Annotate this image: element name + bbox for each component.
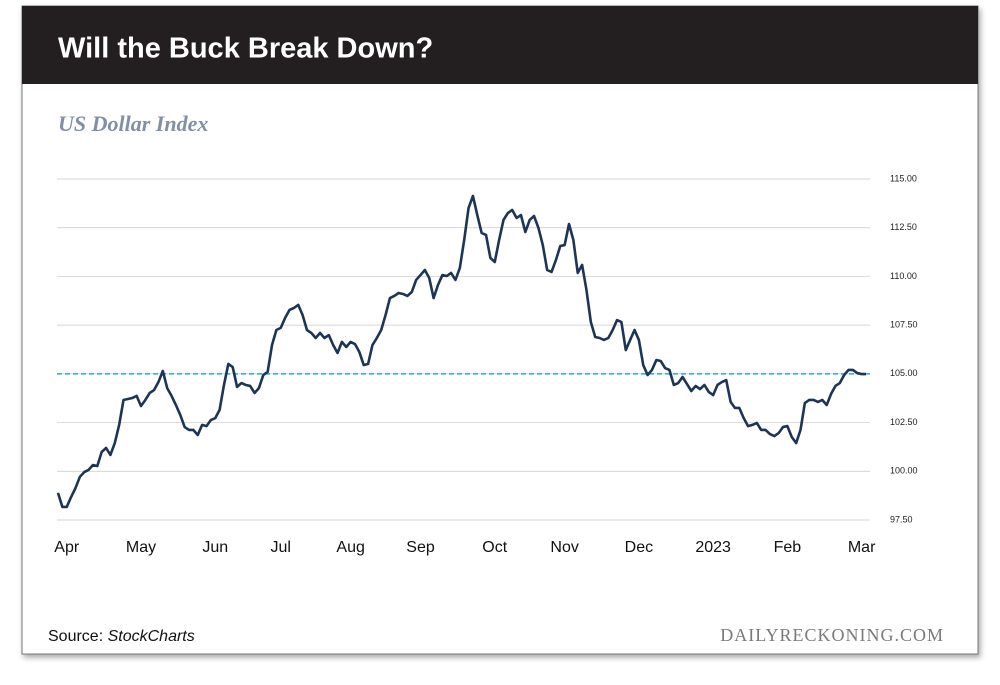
x-tick-label: Sep (406, 539, 435, 556)
y-tick-label: 105.00 (890, 368, 918, 378)
source-note: Source: StockCharts (48, 628, 195, 645)
y-tick-label: 112.50 (890, 222, 917, 232)
source-name: StockCharts (108, 628, 195, 645)
y-tick-label: 100.00 (890, 466, 918, 476)
x-tick-label: Apr (54, 539, 80, 556)
x-tick-label: Jun (202, 539, 228, 556)
data-line (56, 194, 866, 509)
chart-title: Will the Buck Break Down? (58, 33, 433, 65)
y-tick-label: 115.00 (890, 173, 917, 183)
x-tick-label: Nov (550, 539, 578, 556)
x-tick-label: Jul (271, 539, 291, 556)
chart-subtitle: US Dollar Index (58, 111, 208, 136)
y-tick-label: 102.50 (890, 417, 918, 427)
x-tick-label: Oct (482, 539, 507, 556)
x-tick-label: Feb (774, 539, 802, 556)
watermark: DAILYRECKONING.COM (720, 625, 944, 645)
x-tick-label: Aug (336, 539, 364, 556)
y-tick-label: 107.50 (890, 320, 918, 330)
y-tick-label: 110.00 (890, 271, 917, 281)
x-tick-label: Dec (625, 539, 653, 556)
x-tick-label: Mar (848, 539, 876, 556)
card-frame (21, 5, 979, 655)
source-prefix: Source: (48, 628, 103, 645)
plot-area: 97.50 100.00 102.50 105.00 107.50 110.00 112.5… (54, 173, 917, 556)
y-tick-label: 97.50 (890, 514, 913, 524)
header-band (22, 6, 978, 84)
x-tick-label: May (126, 539, 156, 556)
x-tick-label: 2023 (695, 539, 731, 556)
